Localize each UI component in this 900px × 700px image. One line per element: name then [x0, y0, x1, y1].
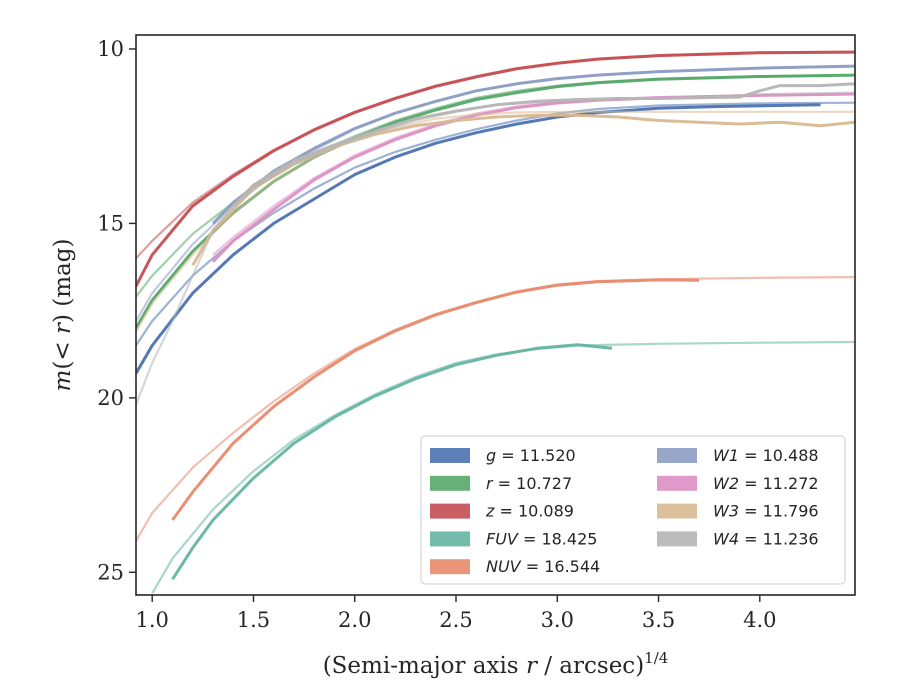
legend-series-value: = 11.796: [739, 502, 819, 521]
x-tick-label: 2.0: [338, 608, 371, 632]
y-axis-label: m(< r) (mag): [50, 239, 76, 392]
legend-label-w2: W2 = 11.272: [713, 474, 819, 493]
legend-series-name: FUV: [486, 529, 519, 548]
y-axis-label-unit: (mag): [50, 239, 76, 315]
legend-label-nuv: NUV = 16.544: [486, 557, 600, 576]
y-axis-label-var2: r: [50, 321, 76, 334]
legend-label-g: g = 11.520: [486, 446, 576, 465]
x-tick-label: 3.5: [642, 608, 675, 632]
y-tick-label: 10: [97, 37, 124, 61]
legend-swatch-w4: [657, 531, 697, 547]
series-layer: [136, 50, 855, 594]
y-axis-label-open: (: [50, 361, 76, 370]
legend-series-value: = 11.272: [739, 474, 819, 493]
legend-series-value: = 10.089: [494, 502, 574, 521]
x-axis-label: (Semi-major axis r / arcsec)1/4: [323, 649, 669, 679]
legend-series-name: W3: [713, 502, 739, 521]
legend-label-w4: W4 = 11.236: [713, 529, 819, 548]
legend-series-name: z: [485, 502, 495, 521]
x-tick-label: 1.0: [135, 608, 168, 632]
x-axis-label-post: / arcsec): [537, 653, 644, 679]
legend-label-r: r = 10.727: [486, 474, 572, 493]
legend-series-name: g: [486, 446, 496, 465]
legend-swatch-w3: [657, 503, 697, 519]
legend-swatch-w1: [657, 448, 697, 463]
x-axis-label-pre: (Semi-major axis: [323, 653, 526, 679]
legend-box: [420, 435, 846, 585]
legend-series-name: NUV: [486, 557, 522, 576]
series-fuv-model: [151, 340, 855, 594]
series-nuv-data: [171, 278, 700, 521]
y-axis-label-close: ): [50, 314, 76, 323]
legend-series-value: = 10.488: [739, 446, 819, 465]
y-tick-label: 20: [97, 386, 124, 410]
legend-label-w1: W1 = 10.488: [713, 446, 819, 465]
legend-series-name: W2: [713, 474, 739, 493]
legend-label-w3: W3 = 11.796: [713, 502, 819, 521]
series-fuv-data: [171, 343, 613, 581]
series-z-data: [136, 50, 855, 287]
plot-frame: [135, 34, 856, 596]
x-axis-label-var: r: [526, 653, 539, 679]
legend-series-value: = 11.520: [496, 446, 576, 465]
x-tick-label: 1.5: [237, 608, 270, 632]
legend-series-value: = 18.425: [518, 529, 598, 548]
x-axis-label-exponent: 1/4: [644, 649, 668, 667]
legend-swatch-nuv: [430, 559, 470, 575]
legend-series-value: = 16.544: [521, 557, 601, 576]
x-tick-label: 3.0: [541, 608, 574, 632]
y-axis-label-lt: <: [50, 334, 76, 361]
x-tick-label: 2.5: [439, 608, 472, 632]
legend-series-name: r: [486, 474, 494, 493]
legend-series-name: W1: [713, 446, 739, 465]
y-tick-label: 15: [97, 211, 124, 235]
legend-swatch-z: [430, 503, 470, 519]
legend-series-value: = 10.727: [493, 474, 573, 493]
x-axis: 1.0 1.5 2.0 2.5 3.0 3.5 4.0: [135, 595, 777, 632]
legend-swatch-fuv: [430, 531, 470, 547]
legend-swatch-g: [430, 448, 470, 463]
series-g-data: [136, 103, 821, 375]
series-w3-model: [136, 110, 855, 333]
legend-swatch-w2: [657, 475, 697, 491]
legend-swatch-r: [430, 475, 470, 491]
y-tick-label: 25: [97, 560, 124, 584]
x-tick-label: 4.0: [743, 608, 776, 632]
series-w4-data: [232, 82, 855, 208]
y-axis-label-var: m: [50, 370, 76, 392]
legend-series-name: W4: [713, 529, 739, 548]
y-axis: 10 15 20 25: [97, 37, 136, 584]
series-g-model: [136, 101, 855, 347]
legend-label-fuv: FUV = 18.425: [486, 529, 597, 548]
legend-label-z: z = 10.089: [485, 502, 574, 521]
legend-series-value: = 11.236: [739, 529, 819, 548]
